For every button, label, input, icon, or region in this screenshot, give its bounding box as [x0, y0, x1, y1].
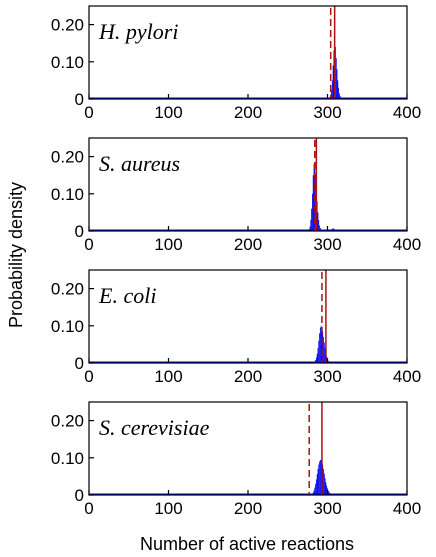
histogram-bar	[319, 333, 320, 363]
x-tick-label: 0	[84, 367, 93, 386]
x-tick-label: 200	[234, 103, 262, 122]
histogram-bar	[312, 175, 314, 231]
histogram-bar	[319, 460, 321, 495]
y-tick-label: 0.20	[51, 412, 84, 431]
histogram-bar	[331, 89, 332, 99]
histogram-bar	[332, 65, 334, 99]
histogram-bar	[315, 357, 317, 363]
histogram-bar	[315, 479, 317, 495]
x-tick-label: 300	[313, 499, 341, 518]
x-tick-label: 400	[393, 367, 421, 386]
histogram-bar	[316, 201, 318, 231]
histogram-bar	[337, 80, 339, 99]
histogram-bar	[322, 331, 324, 363]
histogram-bar	[327, 490, 329, 495]
histogram-bar	[319, 228, 321, 231]
histogram-bar	[323, 336, 324, 363]
histogram-bar	[328, 492, 330, 495]
histogram-bar	[311, 208, 312, 231]
x-tick-label: 0	[84, 499, 93, 518]
histogram-bar	[322, 464, 324, 495]
panel-organism-label: S. aureus	[99, 151, 180, 176]
histogram-bar	[323, 342, 325, 363]
x-tick-label: 200	[234, 235, 262, 254]
histogram-bar	[316, 474, 318, 495]
histogram-bar	[326, 485, 328, 495]
histogram-bar	[320, 460, 322, 495]
panel-organism-label: S. cerevisiae	[99, 415, 210, 440]
histogram-bar	[318, 219, 320, 231]
x-tick-label: 400	[393, 499, 421, 518]
y-tick-label: 0.20	[51, 16, 84, 35]
histogram-bar	[339, 93, 340, 99]
histogram-bar	[318, 340, 320, 363]
histogram-bar	[314, 487, 316, 495]
histogram-bar	[324, 348, 326, 363]
histogram-bar	[319, 327, 321, 363]
histogram-bar	[323, 468, 324, 495]
histogram-bar	[338, 87, 340, 99]
histogram-bar	[312, 193, 313, 231]
y-tick-label: 0	[75, 354, 84, 373]
x-tick-label: 200	[234, 367, 262, 386]
histogram-bar	[313, 490, 315, 495]
y-tick-label: 0	[75, 486, 84, 505]
x-axis-title: Number of active reactions	[140, 534, 354, 554]
histogram-bar	[319, 225, 320, 231]
panel-4: 0 100 200 300 400 0 0.10 0.20 S. cerevisiae	[51, 401, 421, 518]
histogram-bar	[324, 478, 326, 495]
histogram-bar	[326, 356, 328, 363]
histogram-bar	[318, 464, 320, 495]
histogram-bar	[336, 69, 338, 99]
histogram-bar	[335, 58, 337, 99]
y-tick-label: 0.10	[51, 449, 84, 468]
x-tick-label: 0	[84, 235, 93, 254]
y-tick-label: 0.10	[51, 53, 84, 72]
histogram-bar	[333, 50, 335, 99]
histogram-bar	[316, 353, 318, 363]
histogram-bar	[335, 46, 336, 99]
y-tick-label: 0.20	[51, 148, 84, 167]
y-tick-label: 0	[75, 222, 84, 241]
x-tick-label: 300	[313, 103, 341, 122]
histogram-bar	[319, 461, 320, 495]
x-tick-label: 0	[84, 103, 93, 122]
panel-organism-label: E. coli	[98, 283, 156, 308]
y-tick-label: 0.20	[51, 280, 84, 299]
panel-organism-label: H. pylori	[98, 19, 178, 44]
histogram-bar	[317, 212, 319, 231]
histogram-bar	[310, 219, 312, 231]
x-tick-label: 300	[313, 367, 341, 386]
histogram-bar	[317, 348, 319, 363]
panel-2: 0 100 200 300 400 0 0.10 0.20 S. aureus	[51, 137, 421, 254]
x-tick-label: 100	[154, 499, 182, 518]
panel-1: 0 100 200 300 400 0 0.10 0.20 H. pylori	[51, 5, 421, 122]
histogram-bar	[320, 325, 322, 363]
histogram-bar	[323, 473, 325, 495]
y-tick-label: 0.10	[51, 317, 84, 336]
y-axis-title: Probability density	[6, 182, 26, 328]
histogram-bar	[339, 96, 341, 99]
y-tick-label: 0.10	[51, 185, 84, 204]
histogram-bar	[315, 175, 316, 231]
x-tick-label: 400	[393, 103, 421, 122]
x-tick-label: 100	[154, 103, 182, 122]
panel-3: 0 100 200 300 400 0 0.10 0.20 E. coli	[51, 269, 421, 386]
histogram-bar	[317, 468, 319, 495]
x-tick-label: 100	[154, 235, 182, 254]
x-tick-label: 400	[393, 235, 421, 254]
x-tick-label: 300	[313, 235, 341, 254]
histogram-bar	[313, 164, 315, 231]
histogram-bar	[325, 482, 327, 495]
histogram-bar	[309, 226, 311, 231]
x-tick-label: 100	[154, 367, 182, 386]
histogram-bar	[331, 80, 333, 99]
histogram-bar	[321, 327, 323, 363]
histogram-bar	[315, 483, 316, 495]
histogram-bar	[315, 360, 316, 363]
y-tick-label: 0	[75, 90, 84, 109]
x-tick-label: 200	[234, 499, 262, 518]
